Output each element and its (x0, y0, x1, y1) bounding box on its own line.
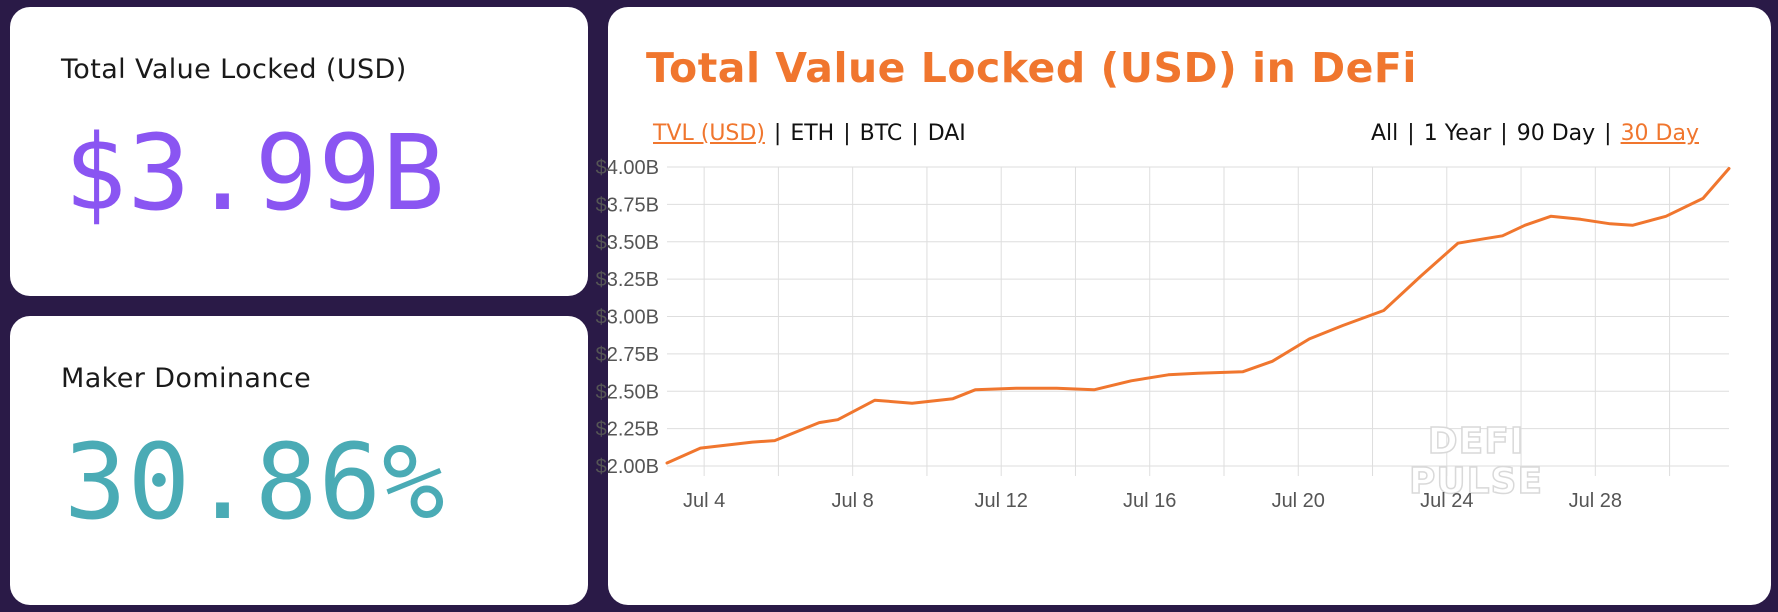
tvl-card: Total Value Locked (USD) $3.99B (10, 7, 588, 296)
maker-dominance-card: Maker Dominance 30.86% (10, 316, 588, 605)
tab-separator: | (1407, 121, 1415, 146)
watermark-line-2: PULSE (1409, 461, 1543, 502)
y-tick-label: $2.50B (596, 381, 659, 403)
x-tick-label: Jul 8 (832, 490, 874, 512)
tvl-value: $3.99B (64, 112, 446, 234)
tvl-label: Total Value Locked (USD) (61, 54, 407, 85)
tab-dai[interactable]: DAI (927, 121, 966, 146)
y-tick-label: $3.50B (596, 232, 659, 254)
tab-range-30-day[interactable]: 30 Day (1620, 121, 1699, 146)
maker-dominance-label: Maker Dominance (61, 363, 312, 394)
x-tick-label: Jul 16 (1123, 490, 1176, 512)
tab-separator: | (1604, 121, 1612, 146)
range-tabs: All | 1 Year | 90 Day | 30 Day (1371, 121, 1699, 146)
chart-grid (667, 166, 1729, 476)
tvl-line-chart: DEFI PULSE $2.00B $2.25B $2.50B $2.75B $3.00… (596, 157, 1731, 512)
tab-separator: | (1500, 121, 1508, 146)
tab-separator: | (911, 121, 919, 146)
x-tick-label: Jul 4 (683, 490, 725, 512)
x-tick-label: Jul 12 (975, 490, 1028, 512)
y-axis-labels: $2.00B $2.25B $2.50B $2.75B $3.00B $3.25B $3.5… (596, 157, 659, 478)
y-tick-label: $3.75B (596, 194, 659, 216)
tab-eth[interactable]: ETH (790, 121, 835, 146)
y-tick-label: $2.00B (596, 456, 659, 478)
y-tick-label: $2.75B (596, 344, 659, 366)
watermark-line-1: DEFI (1428, 421, 1524, 462)
tab-separator: | (773, 121, 782, 146)
tab-tvl-usd[interactable]: TVL (USD) (653, 121, 765, 146)
tab-separator: | (843, 121, 851, 146)
x-tick-label: Jul 28 (1569, 490, 1622, 512)
metric-tabs: TVL (USD) | ETH | BTC | DAI (653, 121, 966, 146)
x-tick-label: Jul 24 (1420, 490, 1473, 512)
x-axis-labels: Jul 4 Jul 8 Jul 12 Jul 16 Jul 20 Jul 24 Jul 28 (683, 490, 1622, 512)
y-tick-label: $3.25B (596, 269, 659, 291)
chart-title: Total Value Locked (USD) in DeFi (646, 44, 1417, 92)
tab-range-all[interactable]: All (1371, 121, 1399, 146)
y-tick-label: $3.00B (596, 307, 659, 329)
x-tick-label: Jul 20 (1272, 490, 1325, 512)
y-tick-label: $2.25B (596, 419, 659, 441)
tab-range-1-year[interactable]: 1 Year (1423, 121, 1492, 146)
series-line-tvl-usd (665, 167, 1731, 465)
y-tick-label: $4.00B (596, 157, 659, 179)
tab-range-90-day[interactable]: 90 Day (1516, 121, 1596, 146)
maker-dominance-value: 30.86% (64, 421, 446, 543)
defi-pulse-watermark: DEFI PULSE (1408, 420, 1543, 503)
tab-btc[interactable]: BTC (859, 121, 903, 146)
series-layer (665, 167, 1731, 465)
tvl-chart-card: Total Value Locked (USD) in DeFi TVL (US… (596, 7, 1771, 605)
